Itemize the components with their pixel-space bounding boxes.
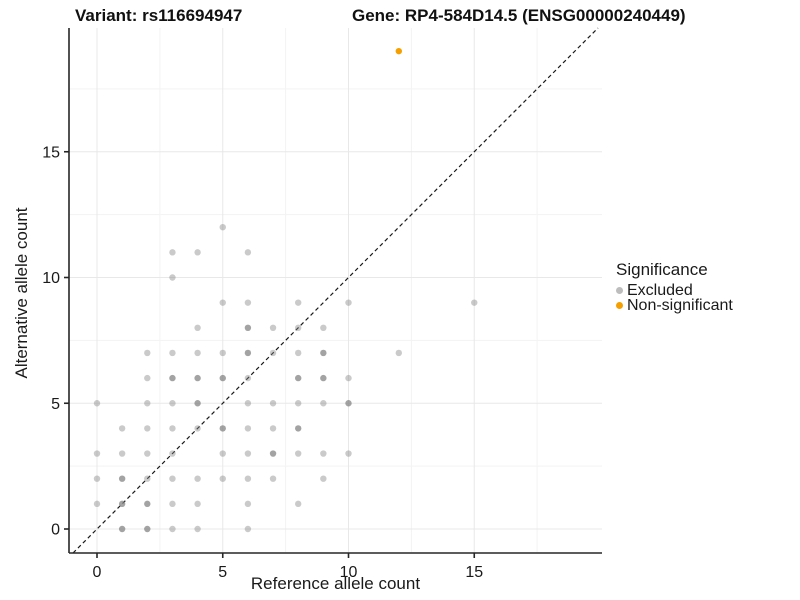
legend-item-label: Excluded [627,282,693,299]
excluded-dot-icon [616,287,623,294]
svg-text:15: 15 [465,564,483,581]
x-axis-title: Reference allele count [250,574,421,593]
svg-text:10: 10 [340,564,358,581]
svg-text:10: 10 [42,270,60,287]
legend-title: Significance [616,260,708,279]
legend-item-label: Non-significant [627,297,733,314]
non-significant-dot-icon [616,302,623,309]
svg-text:15: 15 [42,144,60,161]
variant-title: Variant: rs116694947 [75,6,243,25]
svg-text:0: 0 [93,564,102,581]
legend-item-non-significant: Non-significant [616,297,733,314]
legend: Significance Excluded Non-significant [616,260,733,314]
svg-text:5: 5 [218,564,227,581]
gene-title: Gene: RP4-584D14.5 (ENSG00000240449) [352,6,686,25]
svg-text:0: 0 [51,522,60,539]
legend-item-excluded: Excluded [616,282,733,299]
svg-text:5: 5 [51,396,60,413]
y-axis-title: Alternative allele count [12,207,31,379]
